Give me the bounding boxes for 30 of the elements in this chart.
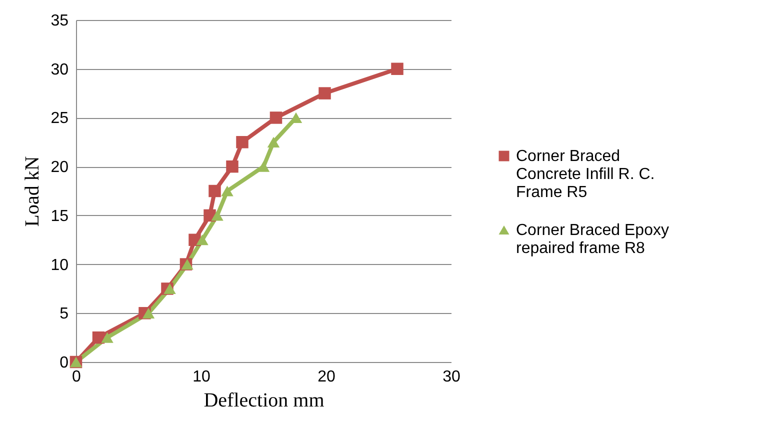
y-tick-label: 0	[60, 354, 69, 372]
point	[92, 331, 105, 344]
point	[101, 332, 114, 343]
y-axis-title: Load kN	[22, 156, 44, 227]
point	[318, 87, 331, 100]
point	[226, 160, 238, 173]
point	[208, 184, 221, 198]
y-tick-label: 15	[50, 208, 69, 225]
point	[267, 136, 280, 148]
y-tick-label: 10	[50, 256, 69, 274]
x-tick-label: 0	[72, 368, 82, 386]
x-axis-title: Deflection mm	[204, 390, 325, 412]
point	[196, 234, 208, 246]
x-tick-label: 30	[442, 368, 460, 386]
y-tick-label: 35	[50, 12, 69, 30]
y-tick-label: 5	[60, 306, 69, 323]
point	[164, 283, 176, 294]
point	[236, 136, 248, 148]
y-tick-label: 20	[50, 159, 69, 176]
y-tick-label: 25	[50, 110, 69, 128]
y-tick-label: 30	[50, 61, 69, 78]
legend-label: Corner Braced Concrete Infill R. C. Frame R5	[516, 148, 655, 201]
point	[391, 62, 404, 75]
legend-label: Corner Braced Epoxy repaired frame R8	[516, 222, 669, 257]
point	[270, 112, 282, 124]
x-tick-label: 10	[192, 368, 210, 386]
point	[221, 186, 234, 196]
point	[142, 308, 155, 318]
point	[211, 210, 224, 221]
x-tick-label: 20	[318, 368, 336, 386]
